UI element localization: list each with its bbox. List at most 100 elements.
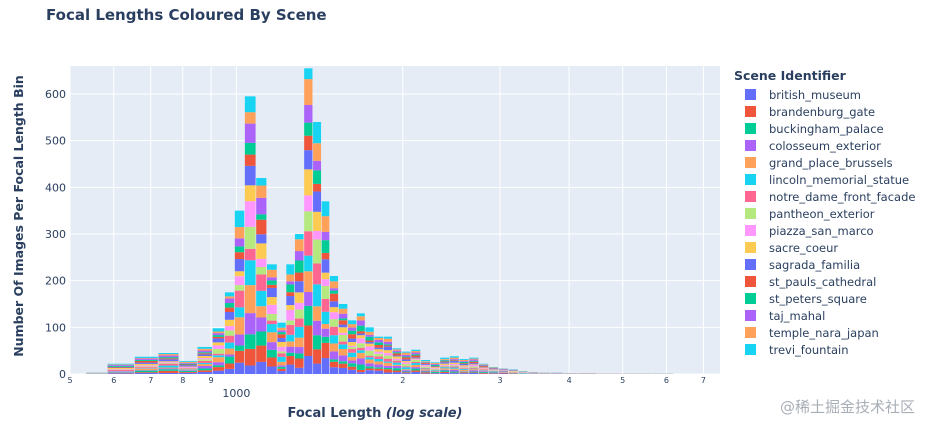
bar-segment-sacre_coeur xyxy=(338,327,348,333)
bar-segment-colosseum_exterior xyxy=(267,342,277,350)
bar-segment-st_pauls_cathedral xyxy=(277,334,286,339)
bar-segment-st_peters_square xyxy=(304,122,313,136)
bar-segment-sagrada_familia xyxy=(469,363,479,365)
bar-segment-lincoln_memorial_statue xyxy=(294,326,304,338)
bar-segment-buckingham_palace xyxy=(267,349,277,358)
bar-segment-piazza_san_marco xyxy=(267,304,277,314)
bar-segment-st_peters_square xyxy=(267,280,277,285)
bar-segment-sacre_coeur xyxy=(401,361,411,363)
bar-segment-trevi_fountain xyxy=(134,356,158,358)
bar-segment-piazza_san_marco xyxy=(179,367,197,369)
legend-item-trevi_fountain[interactable]: trevi_fountain xyxy=(745,341,924,358)
legend-item-sagrada_familia[interactable]: sagrada_familia xyxy=(745,256,924,273)
bar-segment-sacre_coeur xyxy=(488,369,499,370)
bar-bin xyxy=(459,359,469,374)
bar-segment-brandenburg_gate xyxy=(459,372,469,374)
bar-segment-british_museum xyxy=(498,373,508,374)
bar-segment-british_museum xyxy=(134,373,158,374)
bar-segment-trevi_fountain xyxy=(224,292,235,297)
bar-segment-notre_dame_front_facade xyxy=(365,355,374,358)
bar-segment-st_pauls_cathedral xyxy=(134,360,158,363)
bar-segment-colosseum_exterior xyxy=(338,355,348,362)
legend-item-st_peters_square[interactable]: st_peters_square xyxy=(745,290,924,307)
bar-segment-sacre_coeur xyxy=(234,271,245,277)
bar-segment-piazza_san_marco xyxy=(313,230,322,240)
bar-segment-grand_place_brussels xyxy=(469,369,479,371)
bar-segment-piazza_san_marco xyxy=(224,326,235,331)
legend-item-colosseum_exterior[interactable]: colosseum_exterior xyxy=(745,137,924,154)
bar-segment-sagrada_familia xyxy=(234,259,245,272)
bar-segment-british_museum xyxy=(338,367,348,374)
bar-segment-st_pauls_cathedral xyxy=(321,252,330,260)
bar-segment-temple_nara_japan xyxy=(234,227,245,239)
bar-segment-brandenburg_gate xyxy=(478,372,489,374)
legend-item-lincoln_memorial_statue[interactable]: lincoln_memorial_statue xyxy=(745,171,924,188)
bar-bin xyxy=(267,264,277,374)
legend-item-piazza_san_marco[interactable]: piazza_san_marco xyxy=(745,222,924,239)
legend-item-brandenburg_gate[interactable]: brandenburg_gate xyxy=(745,103,924,120)
bar-bin xyxy=(158,353,179,374)
bar-segment-colosseum_exterior xyxy=(107,371,135,373)
bar-segment-sagrada_familia xyxy=(277,338,286,342)
legend-item-temple_nara_japan[interactable]: temple_nara_japan xyxy=(745,324,924,341)
bar-segment-lincoln_memorial_statue xyxy=(430,369,440,371)
bar-bin xyxy=(538,372,551,374)
bar-segment-piazza_san_marco xyxy=(158,362,179,364)
y-tick-layer: 0 100 200 300 400 500 600 xyxy=(45,88,66,381)
bar-segment-st_pauls_cathedral xyxy=(411,355,421,358)
bar-segment-lincoln_memorial_statue xyxy=(304,255,313,272)
bar-segment-sagrada_familia xyxy=(212,338,225,343)
bar-segment-trevi_fountain xyxy=(321,201,330,217)
legend-swatch xyxy=(745,276,756,287)
bar-segment-lincoln_memorial_statue xyxy=(197,362,213,365)
legend-label: sacre_coeur xyxy=(769,240,839,255)
bar-segment-buckingham_palace xyxy=(392,368,402,371)
bar-segment-taj_mahal xyxy=(158,355,179,358)
bar-segment-brandenburg_gate xyxy=(383,369,392,373)
x-tick-label: 4 xyxy=(567,376,572,385)
legend-item-pantheon_exterior[interactable]: pantheon_exterior xyxy=(745,205,924,222)
bar-segment-piazza_san_marco xyxy=(197,358,213,360)
bar-segment-colosseum_exterior xyxy=(277,365,286,367)
bar-segment-taj_mahal xyxy=(488,367,499,369)
legend-swatch xyxy=(745,174,756,185)
bar-bin xyxy=(488,367,499,374)
bar-segment-british_museum xyxy=(469,372,479,374)
bar-segment-brandenburg_gate xyxy=(401,372,411,374)
legend-item-grand_place_brussels[interactable]: grand_place_brussels xyxy=(745,154,924,171)
bar-segment-sagrada_familia xyxy=(329,301,339,308)
bar-bin xyxy=(469,357,479,374)
bar-segment-piazza_san_marco xyxy=(234,276,245,286)
bar-segment-lincoln_memorial_statue xyxy=(321,311,330,325)
legend-item-taj_mahal[interactable]: taj_mahal xyxy=(745,307,924,324)
bar-segment-piazza_san_marco xyxy=(294,302,304,310)
bar-segment-piazza_san_marco xyxy=(338,332,348,335)
legend-item-sacre_coeur[interactable]: sacre_coeur xyxy=(745,239,924,256)
bar-segment-trevi_fountain xyxy=(365,327,374,332)
bar-segment-piazza_san_marco xyxy=(134,365,158,367)
legend-item-buckingham_palace[interactable]: buckingham_palace xyxy=(745,120,924,137)
y-tick-label: 200 xyxy=(45,275,66,288)
legend-swatch xyxy=(745,344,756,355)
bar-segment-piazza_san_marco xyxy=(374,351,384,354)
bar-bin xyxy=(244,96,256,374)
bar-segment-sagrada_familia xyxy=(304,150,313,170)
legend-item-british_museum[interactable]: british_museum xyxy=(745,86,924,103)
bar-segment-brandenburg_gate xyxy=(294,358,304,368)
bar-segment-buckingham_palace xyxy=(488,372,499,374)
bar-segment-lincoln_memorial_statue xyxy=(420,368,431,370)
bar-segment-temple_nara_japan xyxy=(401,352,411,355)
x-tick-label: 5 xyxy=(67,376,72,385)
bar-segment-sagrada_familia xyxy=(244,165,256,186)
bar-segment-taj_mahal xyxy=(267,277,277,281)
bar-segment-british_museum xyxy=(286,364,295,374)
bar-segment-grand_place_brussels xyxy=(224,348,235,355)
bar-segment-trevi_fountain xyxy=(411,349,421,352)
bar-segment-lincoln_memorial_statue xyxy=(313,284,322,307)
bar-segment-temple_nara_japan xyxy=(449,357,459,360)
bar-segment-buckingham_palace xyxy=(440,370,450,372)
legend-item-st_pauls_cathedral[interactable]: st_pauls_cathedral xyxy=(745,273,924,290)
bar-segment-lincoln_memorial_statue xyxy=(449,367,459,369)
legend-item-notre_dame_front_facade[interactable]: notre_dame_front_facade xyxy=(745,188,924,205)
bar-segment-sagrada_familia xyxy=(256,234,267,244)
